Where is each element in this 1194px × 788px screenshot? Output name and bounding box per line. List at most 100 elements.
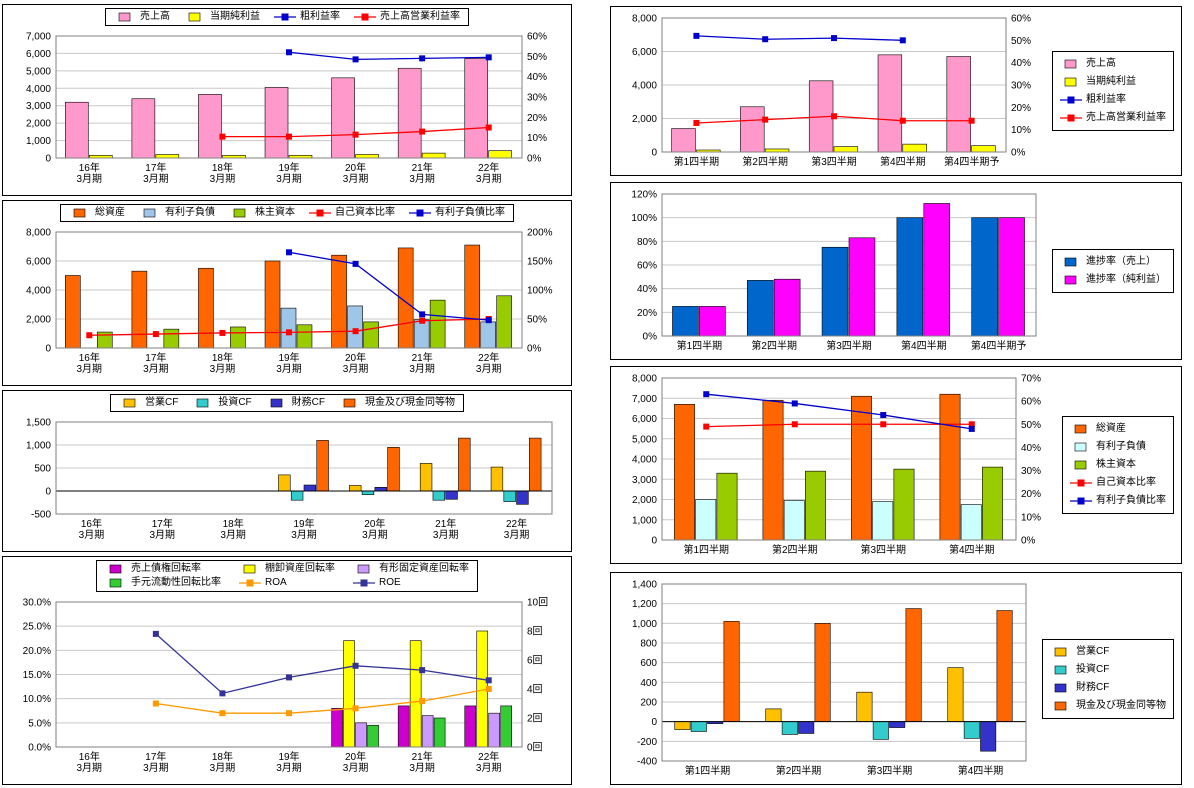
svg-text:20%: 20% bbox=[1011, 103, 1031, 114]
legend-label: 売上高営業利益率 bbox=[1086, 112, 1166, 123]
svg-text:150%: 150% bbox=[527, 257, 553, 268]
legend-bar-swatch-icon bbox=[1074, 442, 1087, 452]
svg-text:第3四半期: 第3四半期 bbox=[860, 543, 906, 556]
svg-text:3月期: 3月期 bbox=[143, 363, 169, 375]
svg-text:30%: 30% bbox=[1011, 81, 1031, 92]
svg-text:21年: 21年 bbox=[435, 517, 456, 530]
svg-text:10.0%: 10.0% bbox=[23, 694, 51, 705]
svg-text:3月期: 3月期 bbox=[291, 529, 317, 541]
legend-bar-swatch-icon bbox=[1064, 275, 1077, 285]
legend-label: 財務CF bbox=[1076, 681, 1110, 693]
legend-line-swatch-icon bbox=[353, 579, 375, 587]
legend-column: 総資産 有利子負債 株主資本 自己資本比率 有利子負債比率 bbox=[1060, 369, 1178, 561]
svg-text:3月期: 3月期 bbox=[476, 173, 502, 185]
legend-item: 現金及び現金同等物 bbox=[1050, 699, 1166, 713]
svg-text:40%: 40% bbox=[527, 72, 547, 83]
legend-label: 棚卸資産回転率 bbox=[265, 563, 335, 574]
svg-text:25.0%: 25.0% bbox=[23, 622, 51, 633]
svg-text:3月期: 3月期 bbox=[150, 529, 176, 541]
legend-label: 投資CF bbox=[1076, 663, 1110, 675]
legend-line-swatch-icon bbox=[1060, 96, 1082, 104]
svg-text:1,000: 1,000 bbox=[632, 619, 657, 630]
legend-item: 営業CF bbox=[119, 396, 178, 410]
legend-bar-swatch-icon bbox=[109, 564, 122, 574]
legend-bar-swatch-icon bbox=[243, 564, 256, 574]
svg-text:30%: 30% bbox=[527, 93, 547, 104]
legend-bar-swatch-icon bbox=[1064, 59, 1077, 69]
legend-label: 売上高 bbox=[140, 11, 170, 22]
chart-area: 0 1,000 2,000 3,000 4,000 5,000 6,000 7,000 8,00… bbox=[614, 369, 1060, 561]
svg-text:0回: 0回 bbox=[527, 742, 543, 754]
svg-text:80%: 80% bbox=[637, 237, 657, 248]
svg-text:800: 800 bbox=[640, 639, 657, 650]
svg-text:7,000: 7,000 bbox=[632, 394, 657, 405]
svg-text:第4四半期: 第4四半期 bbox=[958, 764, 1004, 777]
svg-text:3月期: 3月期 bbox=[276, 762, 302, 774]
svg-text:5.0%: 5.0% bbox=[28, 718, 51, 729]
svg-text:第1四半期: 第1四半期 bbox=[674, 155, 720, 168]
chart-area: 0.0% 5.0% 10.0% 15.0% 20.0% 25.0% 30.0% 0回 2回 4回 6… bbox=[8, 593, 566, 782]
svg-text:3月期: 3月期 bbox=[143, 762, 169, 774]
legend-label: 有利子負債 bbox=[165, 207, 215, 218]
legend-bar-swatch-icon bbox=[1074, 424, 1087, 434]
legend-item: 進捗率（売上） bbox=[1060, 255, 1156, 269]
legend-item: 有形固定資産回転率 bbox=[353, 562, 469, 576]
svg-text:3月期: 3月期 bbox=[433, 529, 459, 541]
svg-text:2,000: 2,000 bbox=[26, 119, 51, 130]
legend-bar-swatch-icon bbox=[73, 208, 86, 218]
legend-bar-swatch-icon bbox=[1054, 683, 1067, 692]
legend-label: 粗利益率 bbox=[1086, 94, 1126, 105]
legend-bar-swatch-icon bbox=[1074, 460, 1087, 470]
svg-text:3月期: 3月期 bbox=[210, 363, 236, 375]
svg-text:0%: 0% bbox=[527, 154, 542, 165]
legend-line-swatch-icon bbox=[1070, 479, 1092, 487]
legend-label: 株主資本 bbox=[1096, 459, 1136, 470]
svg-text:7,000: 7,000 bbox=[26, 32, 51, 43]
svg-text:第3四半期: 第3四半期 bbox=[826, 339, 872, 352]
legend-line-swatch-icon bbox=[239, 579, 261, 587]
svg-text:400: 400 bbox=[640, 678, 657, 689]
svg-text:第2四半期: 第2四半期 bbox=[751, 339, 797, 352]
svg-text:3月期: 3月期 bbox=[343, 762, 369, 774]
legend-item: ROE bbox=[353, 576, 469, 590]
legend-label: 粗利益率 bbox=[300, 11, 340, 22]
svg-text:第1四半期: 第1四半期 bbox=[677, 339, 723, 352]
svg-text:19年: 19年 bbox=[278, 750, 299, 763]
chart-canvas: 0 1,000 2,000 3,000 4,000 5,000 6,000 7,000 8,00… bbox=[632, 374, 1041, 557]
svg-text:10%: 10% bbox=[527, 133, 547, 144]
svg-text:6,000: 6,000 bbox=[26, 257, 51, 268]
svg-text:50%: 50% bbox=[527, 315, 547, 326]
svg-text:0: 0 bbox=[651, 148, 657, 159]
chart-canvas: -400 -200 0 200 400 600 800 1,000 1,200 1,400 第1四半… bbox=[632, 580, 1027, 777]
svg-text:6,000: 6,000 bbox=[26, 49, 51, 60]
svg-text:0%: 0% bbox=[643, 332, 658, 343]
legend-bar-swatch-icon bbox=[1054, 647, 1067, 656]
legend-label: 有形固定資産回転率 bbox=[379, 563, 469, 574]
chart-area: 0 2,000 4,000 6,000 8,000 0% 50% 100% 150% 200% 16… bbox=[8, 223, 566, 383]
svg-text:20年: 20年 bbox=[364, 517, 385, 530]
legend-line-swatch-icon bbox=[309, 209, 331, 217]
legend-label: 自己資本比率 bbox=[1096, 477, 1156, 488]
legend-label: 売上債権回転率 bbox=[131, 563, 201, 574]
svg-text:0: 0 bbox=[45, 487, 51, 498]
legend-column: 進捗率（売上） 進捗率（純利益） bbox=[1050, 185, 1178, 357]
chart-canvas: 0% 20% 40% 60% 80% 100% 120% 第1四半期 第2四半期 第3四半期 第4四… bbox=[631, 190, 1037, 352]
svg-text:3月期: 3月期 bbox=[362, 529, 388, 541]
svg-text:0: 0 bbox=[45, 344, 51, 355]
chart-area: 0 1,000 2,000 3,000 4,000 5,000 6,000 7,000 0% 10… bbox=[8, 27, 566, 193]
legend-bar-swatch-icon bbox=[1064, 257, 1077, 267]
legend-label: 当期純利益 bbox=[1086, 76, 1136, 87]
svg-text:21年: 21年 bbox=[412, 351, 433, 364]
svg-text:50%: 50% bbox=[1011, 36, 1031, 47]
legend-label: 有利子負債比率 bbox=[1096, 495, 1166, 506]
svg-text:60%: 60% bbox=[1011, 14, 1031, 25]
legend-label: 財務CF bbox=[291, 397, 326, 408]
chart-panel-annual-balance-sheet: 総資産 有利子負債 株主資本 自己資本比率 有利子負債比率 0 2,000 4,000 6,0… bbox=[2, 200, 572, 386]
chart-panel-quarterly-cash-flow: -400 -200 0 200 400 600 800 1,000 1,200 1,400 第1四半… bbox=[610, 572, 1182, 785]
svg-text:0: 0 bbox=[45, 154, 51, 165]
svg-text:22年: 22年 bbox=[478, 161, 499, 174]
svg-text:0.0%: 0.0% bbox=[28, 743, 51, 754]
legend-item: 手元流動性回転比率 bbox=[105, 576, 221, 590]
svg-text:4回: 4回 bbox=[527, 684, 543, 696]
svg-text:1,000: 1,000 bbox=[26, 441, 51, 452]
